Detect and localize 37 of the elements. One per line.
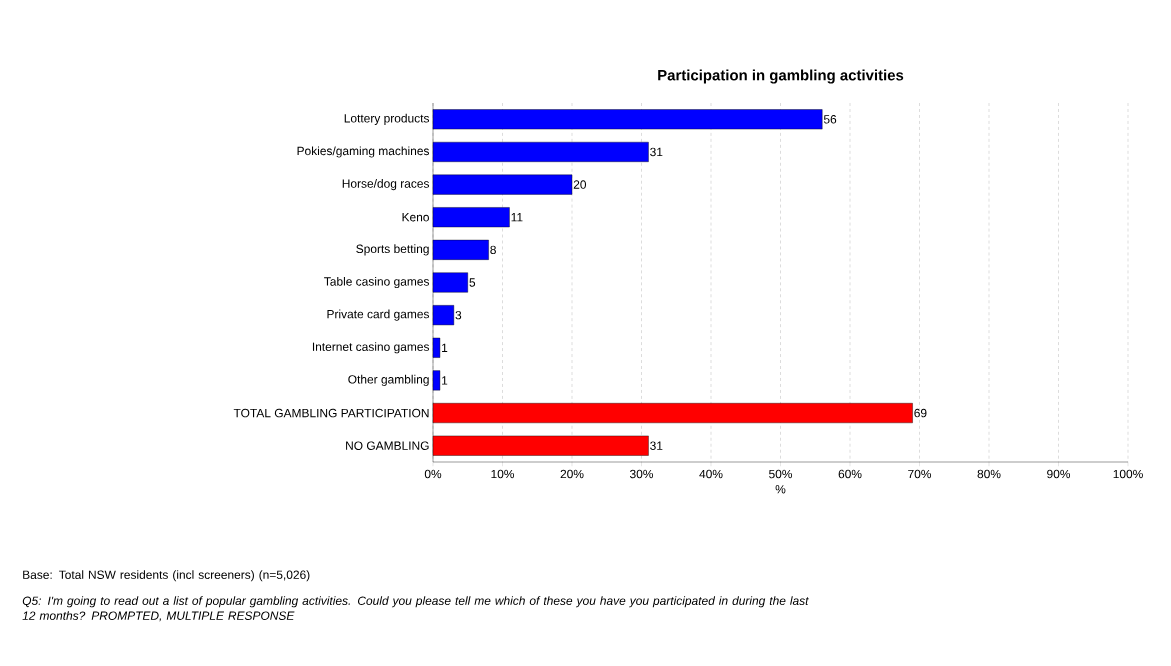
y-tick-label: Pokies/gaming machines [297, 146, 430, 158]
x-tick-label: 20% [560, 469, 584, 479]
x-tick-label: 90% [1047, 469, 1071, 479]
data-label: 1 [442, 376, 448, 385]
data-label: 3 [455, 310, 462, 320]
text: Q5: I'm going to read out a list of popular gambling activities. Could you please tell me which of these you have you participated in during the last 12 months? PROMPTED, MULTIPLE RESPONSE [22, 596, 809, 622]
y-tick-label: TOTAL GAMBLING PARTICIPATION [233, 408, 429, 418]
chart-title: Participation in gambling activities [658, 69, 904, 84]
y-tick-label: Keno [402, 213, 429, 222]
x-tick-label: 0% [424, 469, 442, 479]
x-tick-label: 80% [977, 469, 1001, 479]
data-label: 31 [650, 441, 663, 450]
x-tick-label: 100% [1113, 469, 1143, 479]
x-tick-label: 50% [769, 469, 793, 479]
data-label: 69 [914, 408, 927, 418]
x-tick-label: 60% [838, 469, 862, 479]
x-tick-label: 70% [908, 469, 932, 479]
y-tick-label: Other gambling [348, 374, 429, 386]
x-axis-title: % [775, 485, 786, 494]
data-label: 56 [823, 115, 837, 124]
text: Base: Total NSW residents (incl screeners) (n=5,026) [23, 570, 310, 582]
data-label: 20 [573, 180, 587, 189]
x-tick-label: 10% [491, 469, 515, 479]
data-label: 8 [490, 245, 496, 255]
data-label: 5 [469, 278, 476, 287]
y-tick-label: Internet casino games [312, 342, 430, 354]
y-tick-label: Sports betting [356, 244, 429, 256]
data-label: 31 [650, 147, 663, 157]
y-tick-label: Horse/dog races [342, 179, 430, 191]
x-tick-label: 30% [629, 469, 654, 479]
y-tick-label: Private card games [327, 309, 430, 321]
y-tick-label: Lottery products [344, 113, 430, 125]
data-label: 1 [442, 343, 448, 352]
x-tick-label: 40% [699, 469, 723, 479]
y-tick-label: NO GAMBLING [346, 441, 429, 450]
y-tick-label: Table casino games [324, 276, 430, 289]
data-label: 11 [511, 213, 523, 222]
